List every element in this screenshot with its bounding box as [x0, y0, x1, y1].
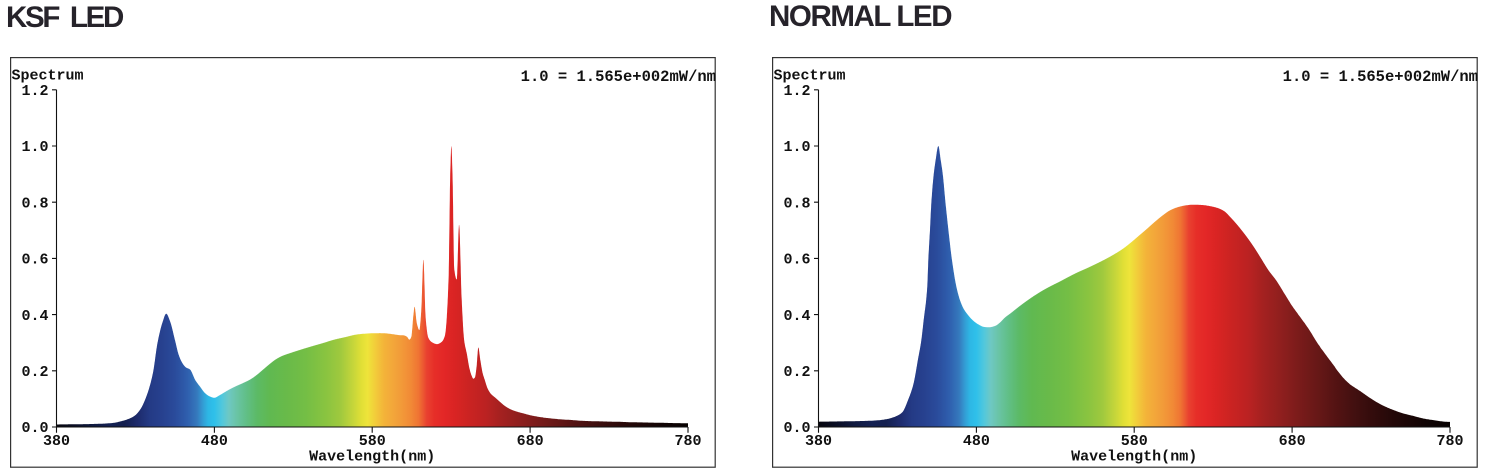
- svg-text:0.0: 0.0: [21, 420, 48, 437]
- svg-text:0.0: 0.0: [783, 420, 810, 437]
- svg-text:0.8: 0.8: [21, 195, 48, 212]
- svg-text:0.2: 0.2: [21, 364, 48, 381]
- svg-text:780: 780: [1436, 433, 1463, 450]
- svg-text:1.0 = 1.565e+002mW/nm: 1.0 = 1.565e+002mW/nm: [521, 68, 716, 86]
- svg-text:1.0: 1.0: [21, 139, 48, 156]
- svg-text:380: 380: [805, 433, 832, 450]
- svg-text:580: 580: [1121, 433, 1148, 450]
- svg-text:0.6: 0.6: [21, 252, 48, 269]
- svg-text:480: 480: [963, 433, 990, 450]
- svg-text:0.4: 0.4: [783, 308, 810, 325]
- svg-text:0.4: 0.4: [21, 308, 48, 325]
- svg-text:1.2: 1.2: [21, 83, 48, 100]
- svg-text:380: 380: [43, 433, 70, 450]
- svg-text:Spectrum: Spectrum: [12, 67, 84, 84]
- svg-text:Wavelength(nm): Wavelength(nm): [1071, 449, 1197, 466]
- svg-text:1.2: 1.2: [783, 83, 810, 100]
- svg-text:Wavelength(nm): Wavelength(nm): [309, 449, 435, 466]
- svg-text:0.8: 0.8: [783, 195, 810, 212]
- svg-text:1.0: 1.0: [783, 139, 810, 156]
- svg-text:680: 680: [517, 433, 544, 450]
- svg-text:0.2: 0.2: [783, 364, 810, 381]
- svg-text:Spectrum: Spectrum: [774, 67, 846, 84]
- svg-text:780: 780: [674, 433, 701, 450]
- svg-text:580: 580: [359, 433, 386, 450]
- svg-text:1.0 = 1.565e+002mW/nm: 1.0 = 1.565e+002mW/nm: [1283, 68, 1478, 86]
- svg-text:480: 480: [201, 433, 228, 450]
- svg-text:0.6: 0.6: [783, 252, 810, 269]
- svg-text:680: 680: [1279, 433, 1306, 450]
